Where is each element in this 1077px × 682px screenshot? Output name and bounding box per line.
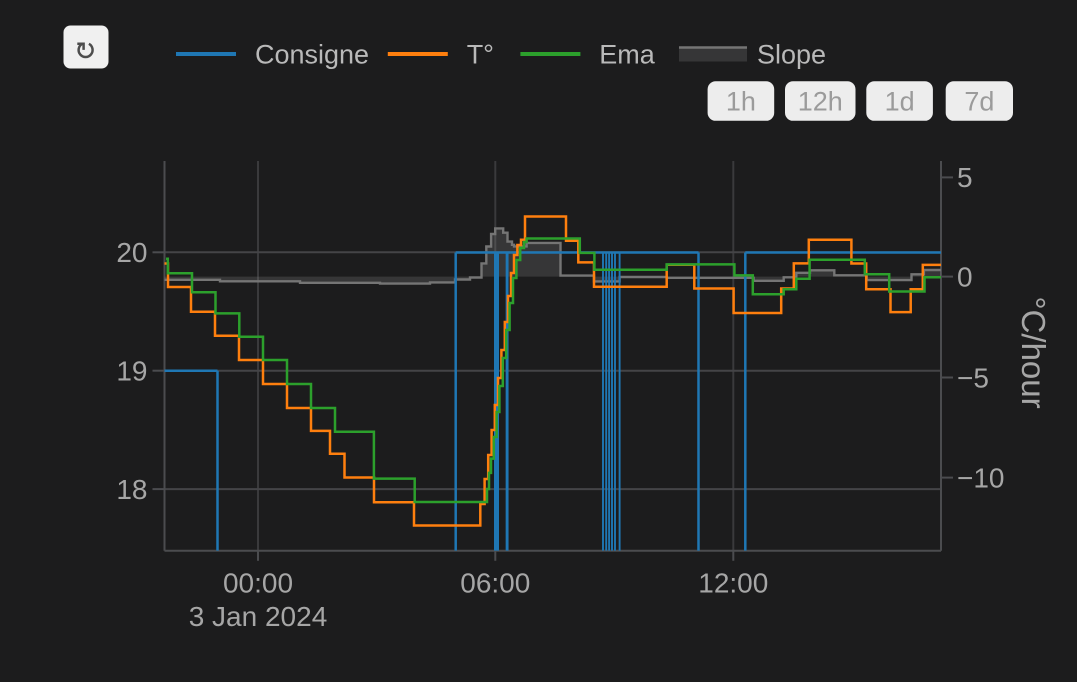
svg-text:19: 19 — [116, 356, 147, 387]
svg-text:T°: T° — [467, 39, 494, 69]
svg-text:Ema: Ema — [599, 39, 656, 69]
svg-text:0: 0 — [957, 261, 973, 292]
svg-text:7d: 7d — [964, 86, 994, 116]
svg-text:06:00: 06:00 — [460, 568, 530, 599]
svg-text:12:00: 12:00 — [698, 568, 768, 599]
svg-text:−5: −5 — [957, 362, 989, 393]
svg-text:°C/hour: °C/hour — [1015, 296, 1052, 408]
svg-text:5: 5 — [957, 162, 973, 193]
svg-text:20: 20 — [116, 237, 147, 268]
svg-text:3 Jan 2024: 3 Jan 2024 — [189, 601, 328, 632]
svg-text:12h: 12h — [798, 86, 843, 116]
svg-text:−10: −10 — [957, 462, 1005, 493]
svg-text:18: 18 — [116, 474, 147, 505]
svg-text:Slope: Slope — [757, 39, 826, 69]
svg-text:1h: 1h — [726, 86, 756, 116]
svg-text:Consigne: Consigne — [255, 39, 369, 69]
svg-text:1d: 1d — [885, 86, 915, 116]
svg-text:00:00: 00:00 — [223, 568, 293, 599]
